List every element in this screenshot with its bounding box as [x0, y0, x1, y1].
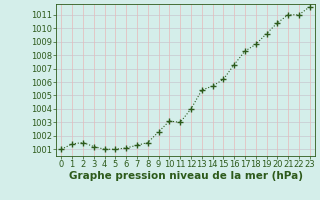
- X-axis label: Graphe pression niveau de la mer (hPa): Graphe pression niveau de la mer (hPa): [68, 171, 303, 181]
